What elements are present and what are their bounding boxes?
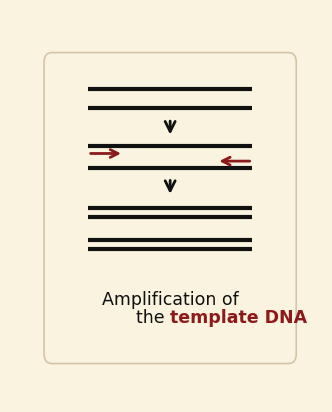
Text: the: the (136, 309, 170, 326)
Text: template DNA: template DNA (170, 309, 307, 326)
Text: Amplification of: Amplification of (102, 291, 238, 309)
FancyBboxPatch shape (44, 53, 296, 363)
